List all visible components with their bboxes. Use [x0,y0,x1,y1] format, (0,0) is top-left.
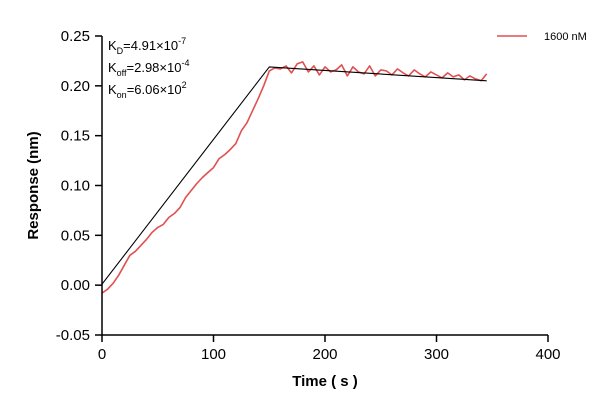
x-tick-label: 400 [535,346,560,363]
x-tick-label: 0 [98,346,106,363]
y-tick-label: 0.10 [61,178,90,195]
axes: 0 100 200 300 400 -0.05 0.00 0.05 0.10 0.15 0.20 0… [56,28,561,363]
fit-line [101,66,487,285]
y-axis-title: Response (nm) [25,131,42,239]
y-tick-label: 0.15 [61,128,90,145]
legend: 1600 nM [497,31,587,43]
x-tick-label: 300 [424,346,449,363]
x-tick-label: 200 [312,346,337,363]
kon-label: Kon=6.06×102 [108,80,187,100]
koff-label: Koff=2.98×10-4 [108,58,189,78]
x-axis-title: Time ( s ) [292,373,358,390]
y-tick-label: 0.20 [61,78,90,95]
x-ticks: 0 100 200 300 400 [98,335,561,363]
x-tick-label: 100 [201,346,226,363]
y-tick-label: 0.00 [61,277,90,294]
y-ticks: -0.05 0.00 0.05 0.10 0.15 0.20 0.25 [56,28,102,344]
y-tick-label: -0.05 [56,327,90,344]
kd-label: KD=4.91×10-7 [108,36,186,56]
y-tick-label: 0.05 [61,227,90,244]
legend-label: 1600 nM [544,31,587,43]
plot-area [101,61,488,294]
y-tick-label: 0.25 [61,28,90,45]
